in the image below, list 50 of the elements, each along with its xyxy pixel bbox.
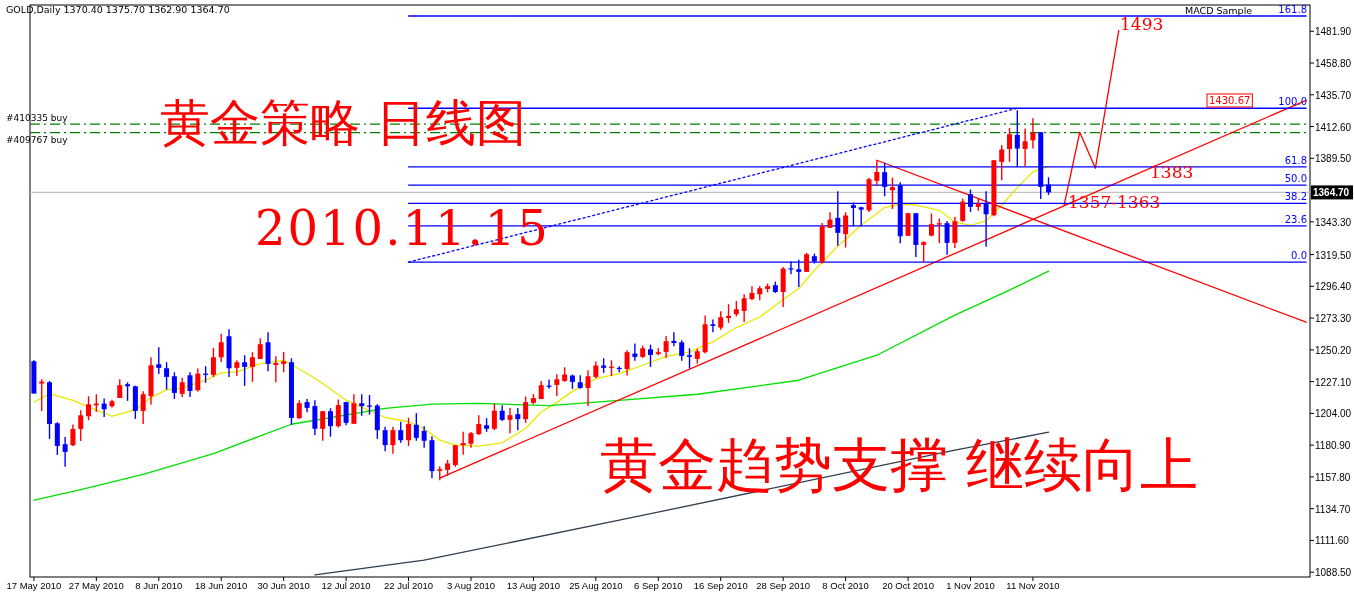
annotation: 0.0 [1291,250,1307,262]
annotation: 1493 [1120,14,1164,34]
x-tick-label: 8 Oct 2010 [822,580,869,591]
x-tick-label: 6 Sep 2010 [633,580,683,591]
annotation: 23.6 [1284,213,1307,225]
annotation: 100.0 [1278,96,1307,108]
y-tick-label: 1412.60 [1315,121,1352,133]
x-tick-label: 25 Aug 2010 [569,580,623,591]
y-tick-label: 1389.50 [1315,153,1352,165]
y-tick-label: 1250.20 [1315,344,1352,356]
x-tick-label: 11 Nov 2010 [1006,580,1060,591]
ref-line-label: 1364.70 [1313,187,1350,199]
x-tick-label: 17 May 2010 [6,580,62,591]
annotation: 1383 [1150,162,1194,182]
y-tick-label: 1204.00 [1315,408,1352,420]
annotation: 161.8 [1278,4,1307,15]
x-tick-label: 3 Aug 2010 [446,580,496,591]
y-tick-label: 1273.30 [1315,313,1352,325]
y-tick-label: 1319.50 [1315,249,1352,261]
annotation: 61.8 [1284,154,1307,166]
annotation: 50.0 [1284,173,1307,185]
annotation: MACD Sample [1185,5,1253,16]
x-tick-label: 30 Jun 2010 [257,580,310,591]
y-tick-label: 1227.10 [1315,376,1352,388]
x-tick-label: 1 Nov 2010 [946,580,995,591]
y-tick-label: 1458.80 [1315,58,1352,70]
y-tick-label: 1111.60 [1315,535,1350,547]
chart-title: GOLD,Daily 1370.40 1375.70 1362.90 1364.70 [6,4,230,15]
x-tick-label: 16 Sep 2010 [693,580,748,591]
y-tick-label: 1088.50 [1315,567,1352,579]
x-tick-label: 28 Sep 2010 [756,580,811,591]
y-tick-label: 1481.90 [1315,26,1352,38]
x-tick-label: 20 Oct 2010 [882,580,934,591]
annotation: 38.2 [1284,191,1307,203]
x-tick-label: 22 Jul 2010 [383,580,434,591]
ref-line-label: #410335 buy [6,113,69,124]
annotation: 1430.67 [1209,95,1251,106]
x-tick-label: 27 May 2010 [68,580,124,591]
x-tick-label: 13 Aug 2010 [506,580,561,591]
y-tick-label: 1157.80 [1315,471,1351,483]
x-tick-label: 12 Jul 2010 [321,580,371,591]
y-tick-label: 1296.40 [1315,281,1352,293]
ref-line-label: #409767 buy [6,134,69,145]
y-tick-label: 1343.30 [1315,216,1352,228]
y-tick-label: 1435.70 [1315,89,1352,101]
annotation: 2010.11.15 [255,200,550,256]
y-tick-label: 1180.90 [1315,440,1351,452]
y-tick-label: 1134.70 [1315,503,1351,515]
x-tick-label: 8 Jun 2010 [135,580,183,591]
x-tick-label: 18 Jun 2010 [195,580,248,591]
